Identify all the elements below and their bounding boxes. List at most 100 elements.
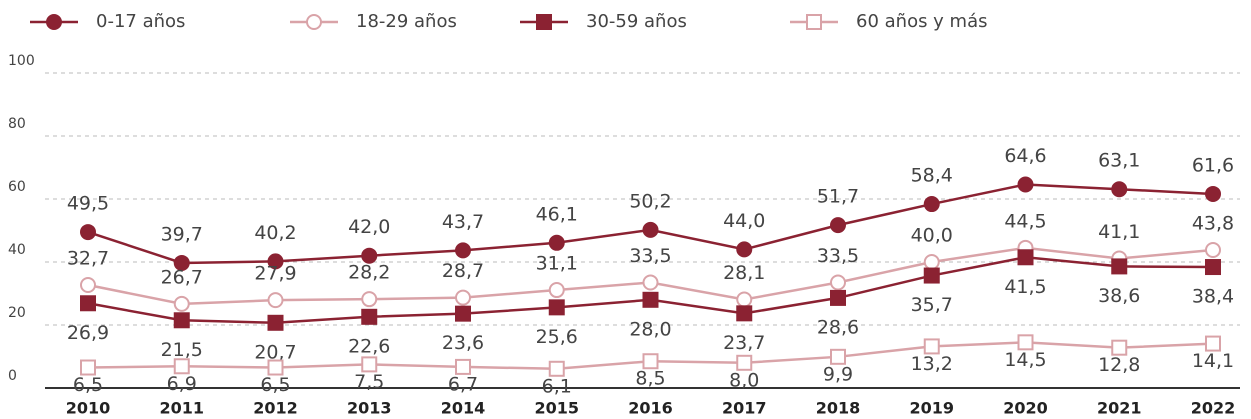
data-point — [1205, 242, 1221, 259]
data-label: 40,2 — [254, 222, 296, 244]
x-tick-label: 2012 — [253, 399, 298, 418]
data-point — [830, 348, 846, 365]
data-label: 49,5 — [67, 193, 109, 215]
data-point — [455, 358, 471, 375]
data-point — [361, 308, 378, 325]
data-label: 6,1 — [542, 375, 572, 397]
data-label: 39,7 — [161, 223, 203, 245]
data-label: 41,5 — [1004, 276, 1046, 298]
data-label: 38,6 — [1098, 285, 1140, 307]
data-label: 38,4 — [1192, 286, 1234, 308]
data-point — [923, 338, 940, 355]
data-point — [1205, 335, 1221, 352]
data-label: 28,6 — [817, 316, 859, 338]
data-label: 41,1 — [1098, 221, 1140, 243]
legend-label: 18-29 años — [356, 11, 457, 32]
data-label: 12,8 — [1098, 354, 1140, 376]
data-label: 64,6 — [1004, 145, 1046, 167]
data-point — [830, 289, 846, 306]
data-point — [736, 305, 753, 322]
data-label: 8,5 — [635, 368, 665, 390]
data-label: 6,7 — [448, 373, 478, 395]
data-point — [1111, 339, 1128, 356]
data-label: 28,0 — [629, 318, 671, 340]
data-label: 6,5 — [260, 374, 290, 396]
data-label: 44,5 — [1004, 210, 1046, 232]
data-point — [173, 295, 190, 312]
data-point — [736, 291, 753, 308]
data-point — [267, 253, 284, 270]
data-label: 8,0 — [729, 369, 759, 391]
data-label: 7,5 — [354, 371, 384, 393]
y-tick-label: 20 — [8, 305, 26, 321]
y-tick-label: 0 — [8, 368, 17, 384]
data-label: 33,5 — [817, 245, 859, 267]
data-point — [267, 314, 284, 331]
data-label: 28,1 — [723, 262, 765, 284]
data-point — [1017, 249, 1034, 266]
data-label: 61,6 — [1192, 154, 1234, 176]
data-point — [642, 221, 659, 238]
data-label: 35,7 — [911, 294, 953, 316]
data-point — [642, 353, 659, 370]
data-point — [1017, 334, 1034, 351]
data-label: 33,5 — [629, 245, 671, 267]
data-point — [923, 196, 940, 213]
data-label: 51,7 — [817, 186, 859, 208]
data-point — [361, 356, 378, 373]
x-tick-label: 2018 — [816, 399, 861, 418]
data-label: 44,0 — [723, 210, 765, 232]
data-point — [830, 217, 846, 234]
legend-label: 30-59 años — [586, 11, 687, 32]
data-label: 6,5 — [73, 374, 103, 396]
data-label: 13,2 — [911, 353, 953, 375]
data-point — [80, 224, 96, 241]
data-point — [923, 254, 940, 270]
data-label: 25,6 — [536, 326, 578, 348]
x-tick-label: 2011 — [159, 399, 204, 418]
x-tick-label: 2022 — [1191, 399, 1236, 418]
x-tick-label: 2016 — [628, 399, 673, 418]
data-label: 14,1 — [1192, 350, 1234, 372]
data-label: 20,7 — [254, 341, 296, 363]
y-tick-label: 40 — [8, 242, 26, 258]
y-tick-label: 100 — [8, 53, 35, 69]
data-point — [267, 292, 284, 309]
data-label: 58,4 — [911, 165, 953, 187]
data-point — [548, 299, 565, 316]
x-tick-label: 2021 — [1097, 399, 1142, 418]
x-tick-label: 2020 — [1003, 399, 1048, 418]
data-point — [455, 289, 471, 306]
data-label: 32,7 — [67, 247, 109, 269]
data-point — [1111, 258, 1128, 275]
data-point — [548, 234, 565, 251]
x-tick-label: 2015 — [534, 399, 579, 418]
data-point — [455, 242, 471, 259]
data-point — [1205, 185, 1221, 202]
data-label: 21,5 — [161, 339, 203, 361]
y-tick-label: 80 — [8, 116, 26, 132]
legend-marker — [46, 14, 62, 30]
data-point — [455, 305, 471, 322]
data-label: 23,7 — [723, 332, 765, 354]
data-point — [830, 274, 846, 291]
data-point — [80, 276, 96, 293]
x-tick-label: 2014 — [441, 399, 486, 418]
legend-label: 60 años y más — [856, 11, 988, 32]
data-label: 42,0 — [348, 216, 390, 238]
data-point — [173, 358, 190, 375]
legend-label: 0-17 años — [96, 11, 185, 32]
data-label: 26,7 — [161, 266, 203, 288]
data-point — [923, 267, 940, 284]
y-tick-label: 60 — [8, 179, 26, 195]
data-label: 28,7 — [442, 260, 484, 282]
data-point — [548, 282, 565, 299]
data-point — [361, 291, 378, 308]
data-label: 23,6 — [442, 332, 484, 354]
data-point — [1111, 181, 1128, 198]
data-label: 40,0 — [911, 225, 953, 247]
data-point — [1205, 259, 1221, 276]
x-tick-label: 2017 — [722, 399, 767, 418]
data-point — [267, 359, 284, 376]
